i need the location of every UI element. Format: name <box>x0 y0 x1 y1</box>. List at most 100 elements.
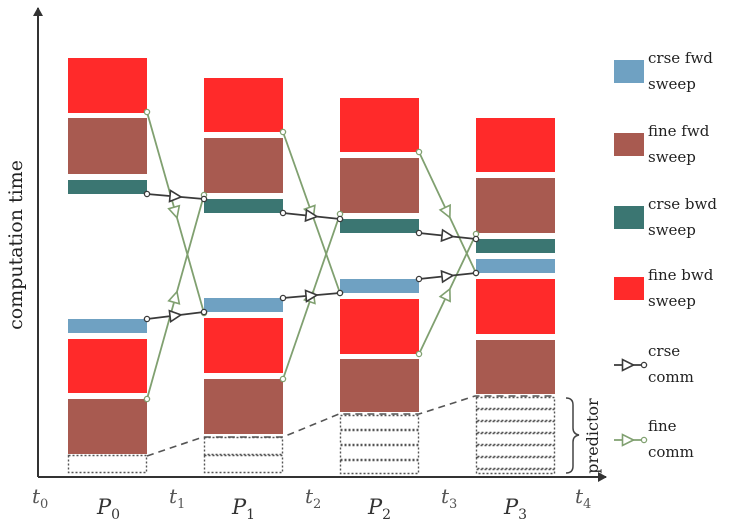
time-label-1: t1 <box>169 484 185 512</box>
crse-comm-0-end-dot <box>200 195 208 203</box>
proc1-predictor-block <box>203 436 284 456</box>
proc2-fine-bwd-block <box>340 98 419 152</box>
legend-arrowhead <box>621 433 636 447</box>
processor-blocks <box>67 58 556 475</box>
processor-label-2: P2 <box>367 495 391 523</box>
communications <box>143 108 480 403</box>
proc2-fine-fwd-block <box>340 158 419 213</box>
legend-item-5: fine comm <box>614 417 694 461</box>
time-label-base: t <box>32 484 41 508</box>
legend-swatch <box>614 206 644 229</box>
crse-comm-5-start-dot <box>415 275 423 283</box>
fine-comm-1-arrowhead <box>167 289 181 305</box>
legend-label-line2: sweep <box>648 292 696 310</box>
time-label-sub: 2 <box>313 497 321 512</box>
proc2-predictor-block <box>339 459 420 475</box>
crse-comm-5 <box>415 269 480 284</box>
proc3-predictor-block <box>475 408 556 422</box>
time-label-4: t4 <box>575 484 591 512</box>
crse-comm-2-end-dot <box>472 235 480 243</box>
proc3-predictor-block <box>475 456 556 470</box>
crse-comm-4 <box>279 289 344 303</box>
time-label-0: t0 <box>32 484 48 512</box>
legend-swatch <box>614 60 644 83</box>
time-label-base: t <box>305 484 314 508</box>
legend-label-line1: crse fwd <box>648 49 713 67</box>
crse-comm-0-arrowhead <box>168 189 183 203</box>
proc1-predictor-block <box>203 454 284 474</box>
time-label-sub: 0 <box>40 497 48 512</box>
time-label-sub: 4 <box>583 497 591 512</box>
fine-comm-4-start-dot <box>415 148 423 156</box>
time-label-base: t <box>575 484 584 508</box>
legend-label-line2: sweep <box>648 221 696 239</box>
fine-comm-1 <box>143 191 208 403</box>
crse-comm-2-arrowhead <box>440 228 455 243</box>
processor-label-1: P1 <box>231 495 255 523</box>
proc0-crse-fwd-block <box>68 319 147 333</box>
crse-comm-1 <box>279 208 344 223</box>
proc0-fine-fwd-block <box>68 118 147 174</box>
proc3-predictor-block <box>475 468 556 475</box>
fine-comm-2-start-dot <box>279 128 287 136</box>
processor-label-sub: 1 <box>246 507 255 523</box>
legend-item-1: fine fwd sweep <box>614 122 710 166</box>
legend-label-line1: fine fwd <box>648 122 710 140</box>
crse-comm-5-arrowhead <box>440 269 455 284</box>
crse-comm-0-start-dot <box>143 190 151 198</box>
proc3-predictor-block <box>475 444 556 458</box>
predictor-label: predictor <box>583 398 602 474</box>
fine-comm-1-start-dot <box>143 395 151 403</box>
processor-label-sub: 0 <box>111 507 120 523</box>
proc0-predictor-block <box>67 454 148 474</box>
legend-label-line1: fine bwd <box>648 266 714 284</box>
predictor-brace <box>565 397 580 474</box>
legend-label-line2: sweep <box>648 148 696 166</box>
fine-comm-0 <box>143 108 208 317</box>
proc1-crse-fwd-block <box>204 298 283 312</box>
time-label-sub: 3 <box>449 497 457 512</box>
time-label-3: t3 <box>441 484 457 512</box>
proc2-crse-fwd-block <box>340 279 419 293</box>
time-label-2: t2 <box>305 484 321 512</box>
proc2-predictor-block <box>339 429 420 446</box>
processor-label-sub: 3 <box>518 507 527 523</box>
crse-comm-2 <box>415 228 480 243</box>
fine-comm-3-start-dot <box>279 375 287 383</box>
crse-comm-1-start-dot <box>279 209 287 217</box>
time-label-base: t <box>169 484 178 508</box>
legend-label-line2: comm <box>648 443 694 461</box>
legend-swatch <box>614 133 644 156</box>
proc0-fine-bwd-block <box>68 339 147 393</box>
processor-label-0: P0 <box>96 495 120 523</box>
proc2-fine-fwd-block <box>340 359 419 412</box>
proc3-crse-bwd-block <box>476 239 555 253</box>
proc0-crse-bwd-block <box>68 180 147 194</box>
processor-label-base: P <box>96 495 112 519</box>
proc3-predictor-block <box>475 396 556 410</box>
legend-label-line2: comm <box>648 368 694 386</box>
proc3-fine-fwd-block <box>476 340 555 394</box>
proc2-predictor-block <box>339 444 420 461</box>
proc3-fine-bwd-block <box>476 279 555 334</box>
processor-label-sub: 2 <box>382 507 391 523</box>
y-axis-label: computation time <box>5 160 27 330</box>
proc2-fine-bwd-block <box>340 299 419 354</box>
processor-label-3: P3 <box>503 495 527 523</box>
legend-arrow-dot <box>640 361 648 369</box>
proc3-predictor-block <box>475 432 556 446</box>
proc0-fine-fwd-block <box>68 399 147 454</box>
time-label-base: t <box>441 484 450 508</box>
processor-label-base: P <box>503 495 519 519</box>
proc3-fine-bwd-block <box>476 118 555 172</box>
proc1-fine-fwd-block <box>204 138 283 193</box>
legend-item-2: crse bwd sweep <box>614 195 717 239</box>
crse-comm-3 <box>143 308 208 324</box>
proc1-fine-bwd-block <box>204 78 283 132</box>
fine-comm-0-start-dot <box>143 108 151 116</box>
legend-arrow-dot <box>640 436 648 444</box>
legend-label-line1: crse <box>648 342 680 360</box>
crse-comm-4-end-dot <box>336 289 344 297</box>
